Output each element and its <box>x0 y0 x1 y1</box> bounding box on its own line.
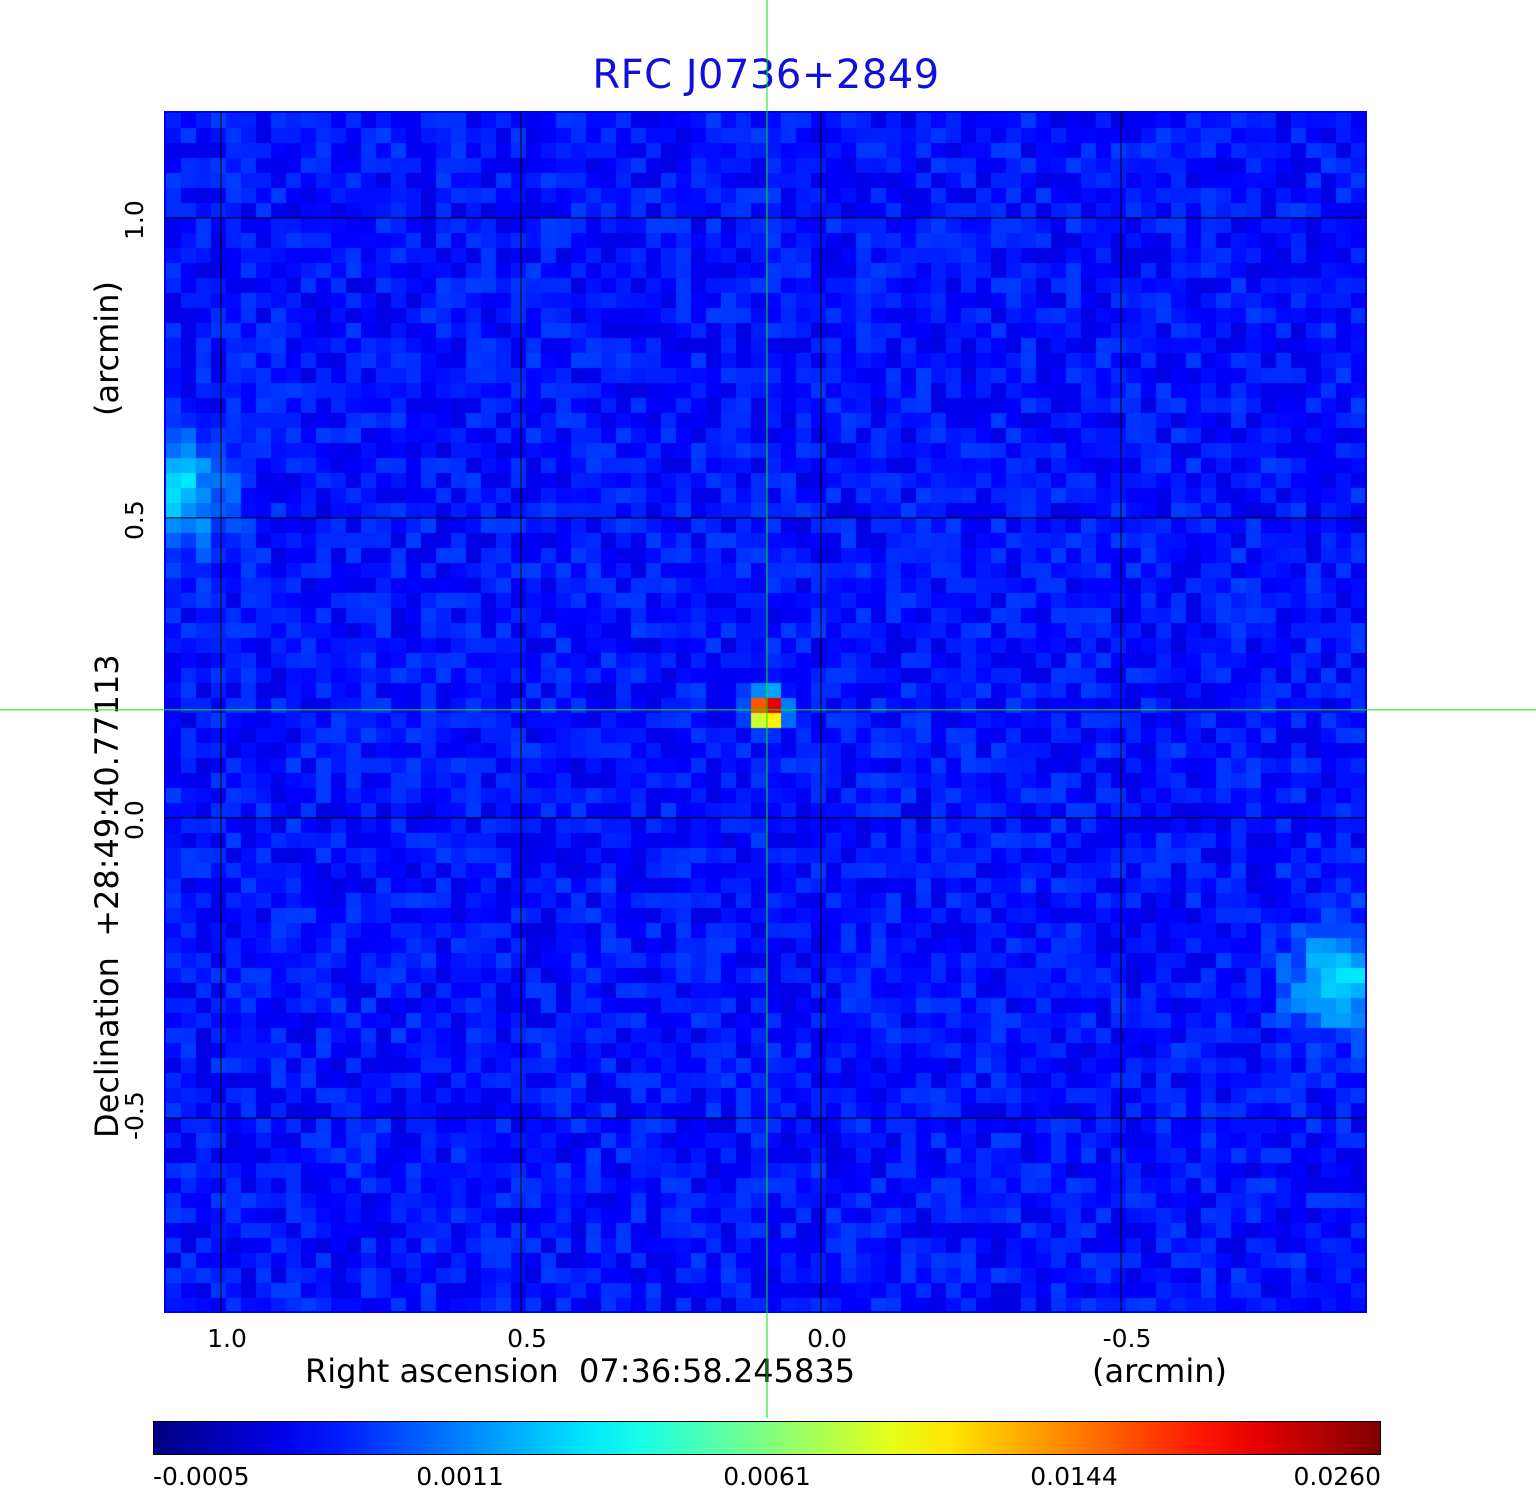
chart-title: RFC J0736+2849 <box>592 52 940 98</box>
colorbar <box>153 1421 1381 1455</box>
x-tick-label: 0.5 <box>507 1324 547 1353</box>
colorbar-tick-label: 0.0011 <box>416 1462 504 1491</box>
x-axis-label: Right ascension 07:36:58.245835 <box>305 1352 856 1390</box>
colorbar-tick-label: 0.0260 <box>1293 1462 1381 1491</box>
image-plot-area <box>164 111 1367 1313</box>
x-tick-label: 1.0 <box>207 1324 247 1353</box>
x-tick-label: 0.0 <box>807 1324 847 1353</box>
y-tick-label: 1.0 <box>120 200 149 240</box>
x-axis-unit: (arcmin) <box>1092 1352 1227 1390</box>
colorbar-tick-label: 0.0144 <box>1030 1462 1118 1491</box>
y-tick-label: 0.5 <box>120 500 149 540</box>
intensity-map <box>166 113 1365 1311</box>
colorbar-tick-label: -0.0005 <box>153 1462 250 1491</box>
y-axis-label: Declination +28:49:40.77113 <box>88 654 126 1138</box>
colorbar-tick-label: 0.0061 <box>723 1462 811 1491</box>
x-tick-label: -0.5 <box>1102 1324 1152 1353</box>
y-axis-unit: (arcmin) <box>88 281 126 416</box>
